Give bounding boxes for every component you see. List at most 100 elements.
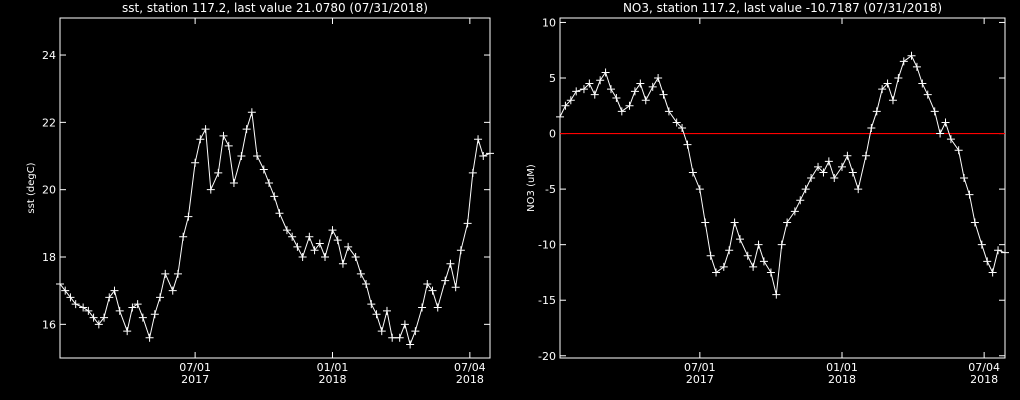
data-point — [173, 269, 182, 278]
data-point — [161, 269, 170, 278]
y-tick-label: 10 — [542, 16, 556, 29]
data-point — [664, 107, 673, 116]
x-tick-label: 2018 — [970, 373, 998, 386]
data-point — [790, 207, 799, 216]
data-point — [843, 151, 852, 160]
data-point — [772, 290, 781, 299]
data-point — [168, 286, 177, 295]
data-point — [706, 251, 715, 260]
y-tick-label: 5 — [549, 72, 556, 85]
data-point — [275, 209, 284, 218]
data-point — [456, 246, 465, 255]
data-point — [819, 168, 828, 177]
data-point — [837, 162, 846, 171]
y-tick-label: -10 — [538, 239, 556, 252]
data-point — [678, 124, 687, 132]
data-point — [179, 232, 188, 241]
data-point — [606, 85, 615, 94]
data-point — [983, 257, 992, 266]
data-point — [451, 283, 460, 292]
data-point — [388, 333, 397, 342]
data-point — [79, 303, 88, 312]
data-point — [463, 219, 472, 228]
data-point — [315, 239, 324, 248]
data-point — [960, 174, 969, 182]
data-point — [214, 168, 223, 177]
x-tick-label: 01/01 — [826, 361, 858, 374]
y-tick-label: 20 — [42, 184, 56, 197]
data-point — [672, 118, 681, 127]
data-point — [253, 152, 262, 161]
data-point — [56, 279, 64, 288]
data-point — [428, 286, 437, 295]
plot-frame — [559, 17, 1006, 359]
data-point — [566, 96, 575, 105]
x-tick-label: 2017 — [181, 373, 209, 386]
data-point — [683, 140, 692, 149]
y-tick-label: 22 — [42, 116, 56, 129]
data-point — [941, 118, 950, 127]
data-point — [878, 85, 887, 94]
data-point — [468, 168, 477, 177]
data-point — [585, 79, 594, 88]
data-point — [395, 333, 404, 342]
y-tick-label: 0 — [549, 128, 556, 141]
data-point — [411, 327, 420, 336]
data-point — [351, 253, 360, 262]
data-point — [830, 174, 839, 182]
data-point — [725, 246, 734, 255]
data-point — [288, 232, 297, 241]
data-point — [883, 79, 892, 88]
data-point — [777, 240, 786, 249]
data-point — [625, 101, 634, 110]
data-point — [191, 158, 200, 167]
data-point — [736, 235, 745, 244]
data-point — [84, 306, 93, 315]
data-point — [807, 174, 816, 182]
data-point — [572, 87, 581, 96]
data-point — [310, 246, 319, 255]
data-point — [970, 218, 979, 227]
y-tick-label: 24 — [42, 49, 56, 62]
data-point — [977, 240, 986, 249]
y-tick-label: -5 — [545, 183, 556, 196]
data-point — [406, 340, 415, 349]
data-point — [918, 79, 927, 88]
data-point — [701, 218, 710, 227]
data-point — [206, 185, 215, 194]
data-point — [344, 242, 353, 251]
y-axis-label: NO3 (uM) — [526, 164, 537, 212]
data-point — [305, 232, 314, 241]
data-point — [754, 240, 763, 249]
data-point — [556, 112, 564, 121]
data-line — [559, 55, 1006, 295]
plot: NO3, station 117.2, last value -10.7187 … — [526, 1, 1009, 386]
y-axis-label: sst (degC) — [26, 162, 37, 213]
data-point — [988, 268, 997, 277]
data-point — [867, 124, 876, 132]
data-point — [474, 135, 483, 144]
data-point — [712, 268, 721, 277]
data-point — [719, 262, 728, 271]
chart-title: NO3, station 117.2, last value -10.7187 … — [623, 1, 942, 15]
data-point — [224, 141, 233, 150]
data-point — [930, 107, 939, 116]
data-point — [801, 185, 810, 194]
data-point — [923, 90, 932, 99]
y-tick-label: 16 — [42, 318, 56, 331]
data-point — [259, 165, 268, 174]
data-point — [66, 293, 75, 302]
data-point — [590, 90, 599, 99]
data-point — [641, 96, 650, 105]
data-point — [1001, 248, 1009, 257]
data-point — [321, 253, 330, 262]
data-point — [293, 242, 302, 251]
data-point — [894, 74, 903, 82]
x-tick-label: 07/04 — [454, 361, 486, 374]
data-point — [743, 251, 752, 260]
x-tick-label: 2018 — [318, 373, 346, 386]
data-point — [229, 178, 238, 187]
data-point — [201, 125, 210, 134]
data-point — [367, 300, 376, 309]
data-point — [936, 129, 945, 138]
